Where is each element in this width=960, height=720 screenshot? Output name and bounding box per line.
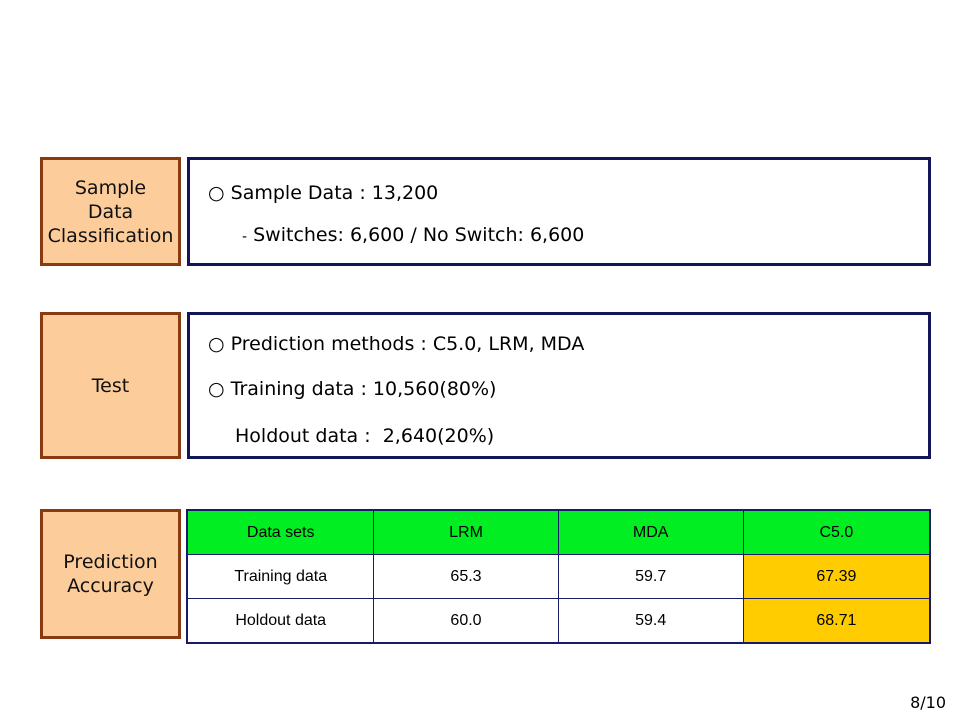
test-panel: ○ Prediction methods : C5.0, LRM, MDA ○ …: [187, 312, 931, 459]
table-row: Holdout data 60.0 59.4 68.71: [186, 598, 931, 644]
page-number: 8/10: [910, 693, 946, 712]
header-mda: MDA: [557, 509, 744, 555]
switches-line: - Switches: 6,600 / No Switch: 6,600: [242, 224, 584, 246]
test-label: Test: [40, 312, 181, 459]
accuracy-table: Data sets LRM MDA C5.0 Training data 65.…: [186, 509, 931, 644]
table-cell: Training data: [186, 554, 375, 599]
table-cell: 60.0: [373, 598, 559, 644]
table-header-row: Data sets LRM MDA C5.0: [186, 509, 931, 555]
table-row: Training data 65.3 59.7 67.39: [186, 554, 931, 599]
label-line-sample: Sample: [74, 176, 147, 199]
table-cell: 65.3: [373, 554, 559, 599]
bullet-icon: ○: [208, 333, 225, 355]
label-line-data: Data: [87, 200, 134, 223]
prediction-methods-text: Prediction methods : C5.0, LRM, MDA: [230, 333, 585, 355]
header-c50: C5.0: [742, 509, 931, 555]
table-cell-highlight: 67.39: [742, 554, 931, 599]
label-line-prediction: Prediction: [63, 551, 158, 573]
header-lrm: LRM: [373, 509, 559, 555]
holdout-data-line: Holdout data : 2,640(20%): [235, 425, 494, 447]
label-line-classification: Classification: [47, 224, 174, 247]
dash-icon: -: [242, 229, 248, 245]
test-label-text: Test: [91, 374, 130, 397]
switches-text: Switches: 6,600 / No Switch: 6,600: [253, 224, 585, 246]
sample-data-line: ○ Sample Data : 13,200: [208, 182, 438, 204]
header-data-sets: Data sets: [186, 509, 375, 555]
table-cell: 59.7: [557, 554, 744, 599]
sample-data-classification-label: Sample Data Classification: [40, 157, 181, 266]
holdout-data-text: Holdout data : 2,640(20%): [235, 425, 495, 447]
table-cell-highlight: 68.71: [742, 598, 931, 644]
training-data-text: Training data : 10,560(80%): [230, 378, 497, 400]
bullet-icon: ○: [208, 378, 225, 400]
bullet-icon: ○: [208, 182, 225, 204]
training-data-line: ○ Training data : 10,560(80%): [208, 378, 496, 400]
table-cell: Holdout data: [186, 598, 375, 644]
prediction-accuracy-label: Prediction Accuracy: [40, 509, 181, 639]
prediction-methods-line: ○ Prediction methods : C5.0, LRM, MDA: [208, 333, 584, 355]
table-cell: 59.4: [557, 598, 744, 644]
sample-data-panel: ○ Sample Data : 13,200 - Switches: 6,600…: [187, 157, 931, 266]
label-line-accuracy: Accuracy: [67, 575, 154, 597]
sample-data-text: Sample Data : 13,200: [230, 182, 439, 204]
